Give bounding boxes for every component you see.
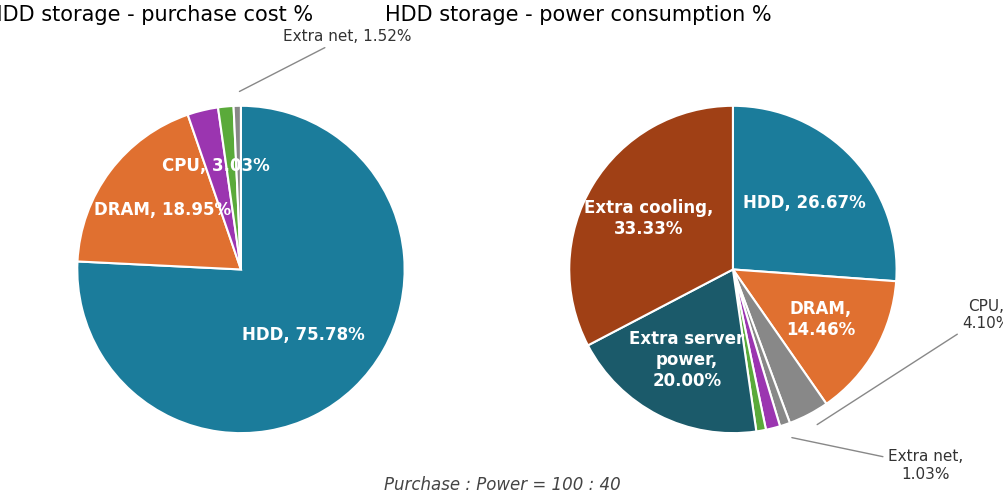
Wedge shape: [732, 106, 896, 281]
Wedge shape: [234, 106, 241, 269]
Wedge shape: [588, 269, 755, 433]
Wedge shape: [732, 269, 789, 426]
Text: Extra server
power,
20.00%: Extra server power, 20.00%: [629, 330, 743, 390]
Wedge shape: [218, 106, 241, 269]
Wedge shape: [188, 107, 241, 269]
Text: DRAM,
14.46%: DRAM, 14.46%: [785, 300, 855, 339]
Wedge shape: [77, 106, 404, 433]
Text: Extra cooling,
33.33%: Extra cooling, 33.33%: [584, 199, 713, 238]
Text: HDD, 26.67%: HDD, 26.67%: [742, 194, 866, 212]
Wedge shape: [732, 269, 825, 423]
Text: CPU,
4.10%: CPU, 4.10%: [816, 299, 1003, 425]
Text: Extra net,
1.03%: Extra net, 1.03%: [791, 438, 963, 482]
Wedge shape: [77, 115, 241, 269]
Text: HDD storage - power consumption %: HDD storage - power consumption %: [385, 5, 771, 25]
Text: Extra net, 1.52%: Extra net, 1.52%: [239, 28, 411, 91]
Wedge shape: [732, 269, 779, 430]
Text: HDD storage - purchase cost %: HDD storage - purchase cost %: [0, 5, 313, 25]
Wedge shape: [732, 269, 896, 404]
Text: HDD, 75.78%: HDD, 75.78%: [242, 326, 364, 344]
Text: CPU, 3.03%: CPU, 3.03%: [162, 157, 270, 175]
Text: DRAM, 18.95%: DRAM, 18.95%: [94, 202, 231, 220]
Wedge shape: [732, 269, 765, 432]
Wedge shape: [569, 106, 732, 345]
Text: Purchase : Power = 100 : 40: Purchase : Power = 100 : 40: [383, 476, 620, 494]
